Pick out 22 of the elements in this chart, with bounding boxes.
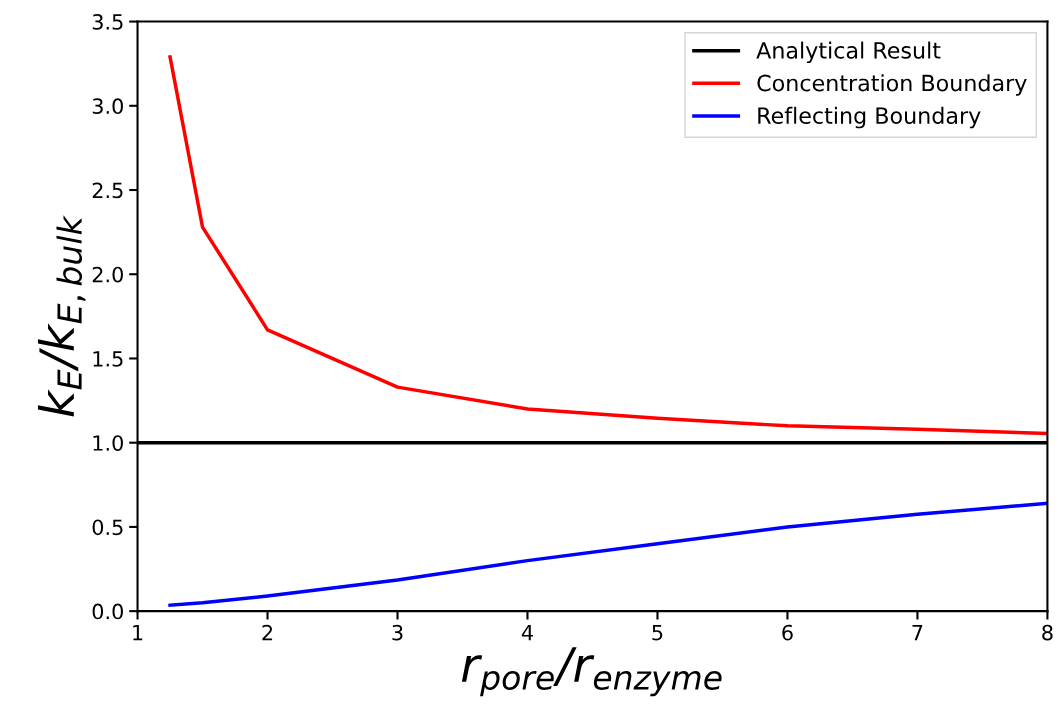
y-tick-label: 2.5 xyxy=(92,182,123,199)
line-series xyxy=(168,501,1048,607)
x-tick-label: 4 xyxy=(521,624,533,641)
x-tick-label: 8 xyxy=(1042,624,1053,641)
x-tick-label: 1 xyxy=(133,624,143,641)
y-tick-label: 1.5 xyxy=(93,351,123,367)
y-tick-label: 3.5 xyxy=(92,14,123,30)
x-axis-title: r$_{pore}$/r$_{enzyme}$ xyxy=(461,647,722,697)
y-tick-label: 2.0 xyxy=(92,266,123,283)
x-tick-label: 5 xyxy=(652,624,663,641)
y-tick-label: 3.0 xyxy=(92,98,123,115)
x-tick-label: 7 xyxy=(912,624,923,641)
legend-label: Analytical Result xyxy=(756,41,941,64)
x-tick-label: 6 xyxy=(782,624,793,641)
y-axis-title: k$_{E}$/k$_{E,bulk}$ xyxy=(37,215,86,417)
legend-label: Concentration Boundary xyxy=(757,74,1027,96)
legend-label: Reflecting Boundary xyxy=(758,106,981,129)
y-tick-label: 0.5 xyxy=(92,519,123,536)
y-tick-label: 0.0 xyxy=(92,603,123,620)
y-tick-label: 1.0 xyxy=(93,435,123,451)
x-tick-label: 2 xyxy=(262,624,273,641)
x-tick-label: 3 xyxy=(392,624,403,641)
